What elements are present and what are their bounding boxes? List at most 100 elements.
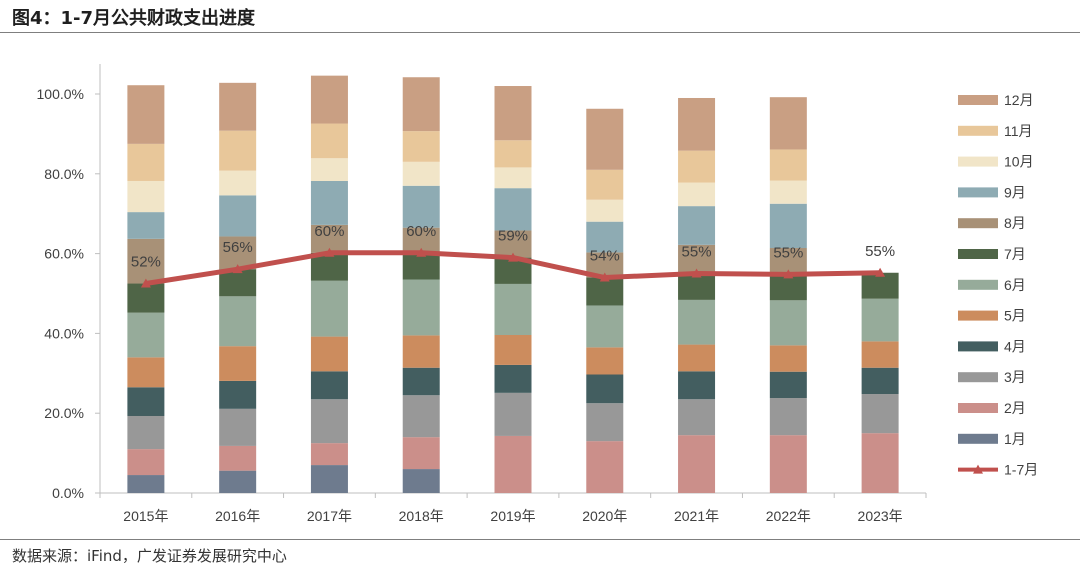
bar-segment [678,399,716,436]
bar-segment [678,182,716,207]
bar-segment [219,195,257,237]
legend-marker [973,464,983,474]
bar-segment [586,374,624,404]
bar-segment [494,334,532,365]
y-tick-label: 0.0% [52,485,84,501]
bar-segment [769,300,807,346]
legend-swatch [958,372,998,383]
x-tick-label: 2023年 [858,508,903,524]
bar-segment [494,188,532,231]
axes: 0.0% 20.0% 40.0% 60.0% 80.0% 100.0% 2015年 2016年… [37,64,927,524]
source-note: 数据来源：iFind，广发证券发展研究中心 [12,547,287,565]
bar-segment [494,86,532,141]
x-tick-label: 2016年 [215,508,260,524]
bar-segment [769,345,807,372]
bar-segment [219,380,257,409]
bar-segment [769,398,807,436]
bar-segment [494,167,532,189]
bar-segment [494,392,532,436]
bar-segment [769,248,807,274]
legend-label: 5月 [1004,308,1026,324]
bar-segment [219,269,257,297]
bar-segment [127,212,165,239]
bar-segment [310,280,348,337]
bar-segment [678,150,716,183]
bar-segment [310,180,348,225]
legend-label: 12月 [1004,92,1034,108]
bar-segment [678,371,716,400]
bar-segment [769,149,807,181]
bar-segment [678,97,716,151]
bar-segment [127,357,165,388]
legend: 12月 11月 10月 9月 8月 7月 6月 5月 4月 3月 2月 1月 1-7月 [958,92,1038,478]
legend-swatch [958,125,998,136]
bar-segment [219,130,257,171]
bar-segment [310,399,348,444]
bar-segment [586,108,624,170]
x-tick-label: 2021年 [674,508,719,524]
bar-segment [127,238,165,284]
bar-segment [219,408,257,446]
bar-segment [861,394,899,434]
bar-segment [586,305,624,348]
x-tick-label: 2022年 [766,508,811,524]
data-label: 59% [498,228,528,245]
bar-segment [769,180,807,204]
line-point [324,247,335,257]
bar-segment [678,206,716,245]
legend-swatch [958,95,998,105]
bar-segment [310,336,348,372]
bar-segment [861,272,899,299]
bar-segment [678,299,716,345]
legend-swatch [958,156,998,167]
line-point [599,272,610,282]
line-point [140,278,151,288]
legend-label: 2月 [1004,400,1026,416]
bar-segment [127,387,165,416]
legend-label: 1-7月 [1004,462,1038,478]
bar-segment [402,161,440,186]
bar-segment [127,180,165,213]
bar-segment [219,470,257,493]
bar-segment [861,298,899,342]
bar-segment [769,435,807,493]
progress-line: 52% 56% 60% 60% 59% 54% 55% 55% 55% [131,223,895,288]
legend-label: 11月 [1004,123,1033,139]
line-point [875,267,886,277]
y-tick-label: 80.0% [44,166,84,182]
x-tick-label: 2015年 [123,508,168,524]
data-label: 60% [314,223,344,240]
bar-segment [127,449,165,476]
bar-segment [586,347,624,375]
legend-swatch [958,310,998,321]
legend-label: 10月 [1004,154,1034,170]
legend-swatch [958,433,998,444]
bar-segment [127,283,165,313]
x-tick-label: 2020年 [582,508,627,524]
bar-segment [494,283,532,335]
legend-label: 6月 [1004,277,1026,293]
bar-segment [219,170,257,196]
data-label: 60% [406,223,436,240]
bar-segment [402,279,440,336]
x-tick-label: 2018年 [399,508,444,524]
bar-segment [219,82,257,131]
legend-swatch [958,187,998,198]
bar-segment [494,140,532,168]
bar-segment [219,445,257,471]
legend-label: 7月 [1004,246,1026,262]
bar-segment [127,312,165,358]
bar-segment [402,437,440,470]
bar-segment [586,277,624,306]
bar-segment [769,203,807,249]
bar-segment [402,335,440,368]
legend-swatch [958,403,998,413]
data-label: 52% [131,254,161,271]
legend-swatch [958,341,998,352]
bar-segment [402,77,440,132]
y-tick-label: 40.0% [44,325,84,341]
bar-segment [861,367,899,395]
legend-swatch [958,249,998,259]
line-point [508,252,518,262]
